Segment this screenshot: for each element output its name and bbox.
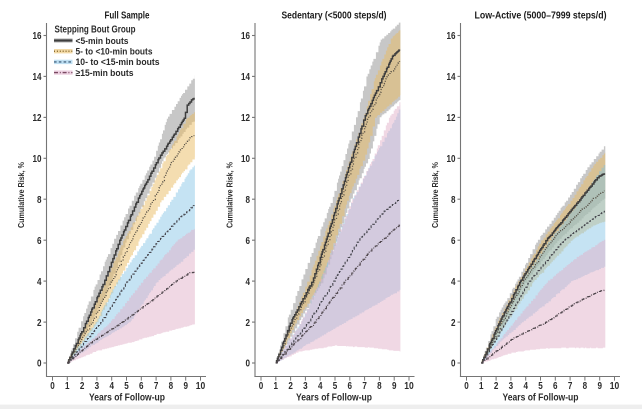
svg-text:Stepping Bout Group: Stepping Bout Group [55,25,136,36]
svg-text:5- to <10-min bouts: 5- to <10-min bouts [76,47,153,58]
svg-text:9: 9 [183,380,188,392]
svg-text:12: 12 [33,112,42,124]
svg-text:6: 6 [451,235,456,247]
svg-text:10: 10 [447,153,456,165]
svg-text:4: 4 [37,276,42,288]
svg-text:4: 4 [318,380,323,392]
svg-text:Years of Follow-up: Years of Follow-up [296,393,372,404]
svg-text:7: 7 [362,380,367,392]
svg-text:9: 9 [597,380,602,392]
svg-text:14: 14 [33,71,42,83]
svg-text:10: 10 [610,380,620,392]
svg-text:5: 5 [538,380,543,392]
svg-text:8: 8 [246,194,251,206]
svg-text:2: 2 [451,317,456,329]
svg-text:Years of Follow-up: Years of Follow-up [503,393,579,404]
svg-text:4: 4 [246,276,251,288]
svg-text:4: 4 [451,276,456,288]
svg-text:10: 10 [33,153,42,165]
svg-text:8: 8 [583,380,588,392]
svg-text:12: 12 [241,112,250,124]
svg-text:7: 7 [154,380,159,392]
svg-text:6: 6 [553,380,558,392]
svg-text:10: 10 [241,153,250,165]
svg-text:4: 4 [109,380,114,392]
svg-text:0: 0 [464,380,469,392]
svg-text:Cumulative Risk, %: Cumulative Risk, % [225,162,235,228]
svg-text:5: 5 [124,380,129,392]
svg-text:0: 0 [37,358,42,370]
svg-text:4: 4 [523,380,528,392]
svg-text:5: 5 [333,380,338,392]
svg-text:≥15-min bouts: ≥15-min bouts [76,68,134,79]
svg-text:14: 14 [241,71,250,83]
svg-text:Years of Follow-up: Years of Follow-up [89,393,165,404]
svg-text:9: 9 [392,380,397,392]
svg-text:10: 10 [404,380,414,392]
svg-text:6: 6 [246,235,251,247]
svg-text:10: 10 [196,380,206,392]
svg-text:7: 7 [568,380,573,392]
svg-text:16: 16 [447,30,456,42]
svg-text:<5-min bouts: <5-min bouts [76,36,129,47]
svg-text:2: 2 [37,317,42,329]
svg-text:8: 8 [377,380,382,392]
svg-text:6: 6 [139,380,144,392]
svg-text:0: 0 [259,380,264,392]
svg-text:Full Sample: Full Sample [105,9,150,21]
svg-text:10- to <15-min bouts: 10- to <15-min bouts [76,57,160,68]
svg-text:3: 3 [303,380,308,392]
svg-text:Low-Active (5000–7999 steps/d): Low-Active (5000–7999 steps/d) [475,9,607,21]
svg-text:6: 6 [348,380,353,392]
svg-text:8: 8 [451,194,456,206]
svg-text:Cumulative Risk, %: Cumulative Risk, % [16,162,26,228]
svg-text:2: 2 [80,380,85,392]
svg-text:2: 2 [494,380,499,392]
svg-text:Sedentary (<5000 steps/d): Sedentary (<5000 steps/d) [282,9,387,21]
svg-text:14: 14 [447,71,456,83]
svg-text:16: 16 [33,30,42,42]
svg-text:3: 3 [509,380,514,392]
svg-text:0: 0 [451,358,456,370]
svg-text:6: 6 [37,235,42,247]
svg-text:3: 3 [95,380,100,392]
svg-text:8: 8 [37,194,42,206]
svg-text:0: 0 [246,358,251,370]
svg-text:2: 2 [288,380,293,392]
svg-text:16: 16 [241,30,250,42]
svg-text:1: 1 [65,380,70,392]
svg-text:1: 1 [479,380,484,392]
svg-text:8: 8 [169,380,174,392]
svg-text:1: 1 [274,380,279,392]
svg-text:12: 12 [447,112,456,124]
svg-text:2: 2 [246,317,251,329]
svg-text:Cumulative Risk, %: Cumulative Risk, % [430,162,440,228]
svg-text:0: 0 [50,380,55,392]
